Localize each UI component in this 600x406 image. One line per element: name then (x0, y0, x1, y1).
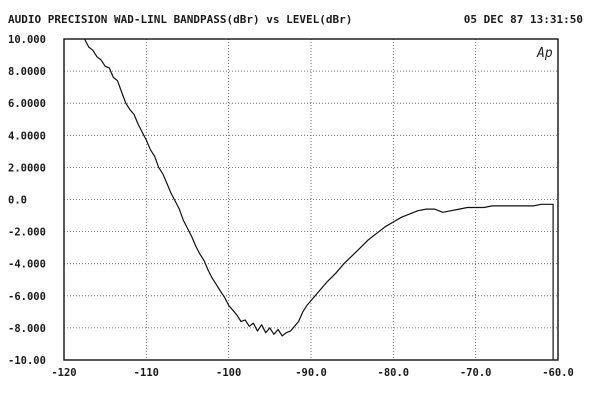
x-tick-label: -80.0 (378, 367, 410, 379)
y-tick-label: -10.00 (8, 355, 46, 367)
y-tick-label: 2.0000 (8, 162, 46, 174)
y-tick-label: 6.0000 (8, 98, 46, 110)
series-line (84, 38, 554, 360)
y-tick-label: 10.000 (8, 34, 46, 46)
grid (64, 39, 558, 360)
y-tick-label: 0.0 (8, 195, 27, 207)
y-tick-label: -8.000 (8, 323, 46, 335)
x-axis: -120 -110 -100 -90.0 -80.0 -70.0 -60.0 (51, 367, 573, 379)
y-tick-label: -2.000 (8, 227, 46, 239)
y-axis: 10.000 8.0000 6.0000 4.0000 2.0000 0.0 -2.000 -… (8, 34, 46, 367)
x-tick-label: -90.0 (295, 367, 327, 379)
x-tick-label: -110 (134, 367, 159, 379)
x-tick-label: -70.0 (460, 367, 492, 379)
ap-logo: Ap (536, 46, 553, 61)
x-tick-label: -60.0 (542, 367, 574, 379)
y-tick-label: -4.000 (8, 259, 46, 271)
timestamp: 05 DEC 87 13:31:50 (464, 13, 583, 26)
x-tick-label: -100 (216, 367, 241, 379)
plot-frame (63, 38, 559, 361)
y-tick-label: 8.0000 (8, 66, 46, 78)
y-tick-label: -6.000 (8, 291, 46, 303)
x-tick-label: -120 (51, 367, 76, 379)
chart-title: AUDIO PRECISION WAD-LINL BANDPASS(dBr) v… (8, 13, 352, 26)
y-tick-label: 4.0000 (8, 130, 46, 142)
